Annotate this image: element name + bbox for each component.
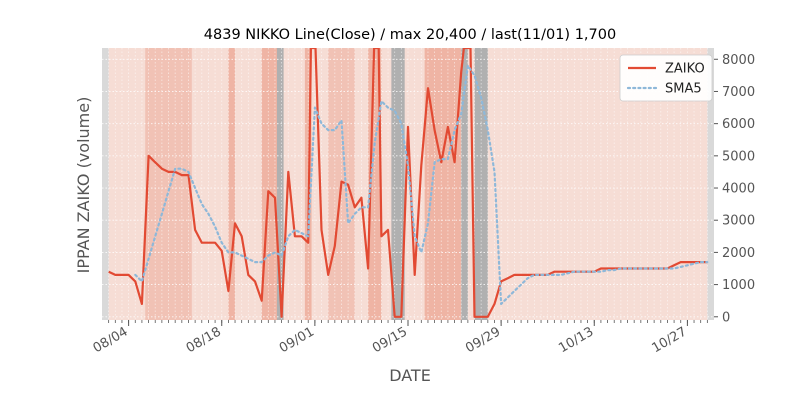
y-tick-label: 1000 — [722, 278, 755, 293]
shaded-band — [102, 48, 109, 320]
y-tick-label: 4000 — [722, 182, 755, 197]
series-layer — [108, 48, 709, 318]
shaded-band — [276, 48, 284, 320]
shaded-band — [461, 48, 468, 320]
y-tick-label: 0 — [722, 310, 730, 325]
series-line-sma5 — [134, 64, 709, 305]
shaded-band — [145, 48, 192, 320]
y-tick-label: 5000 — [722, 149, 755, 164]
y-axis: 0 1000 2000 3000 4000 5000 6000 7000 8000 — [714, 53, 755, 325]
y-tick-label: 7000 — [722, 85, 755, 100]
y-axis-label: IPPAN ZAIKO (volume) — [74, 97, 93, 274]
x-axis-label: DATE — [389, 366, 431, 385]
shaded-band — [424, 48, 462, 320]
y-tick-label: 6000 — [722, 117, 755, 132]
chart-title: 4839 NIKKO Line(Close) / max 20,400 / la… — [204, 27, 616, 43]
series-line-zaiko — [108, 48, 708, 318]
plot-background — [102, 48, 714, 320]
shaded-band — [707, 48, 714, 320]
legend-label-sma5: SMA5 — [665, 82, 702, 97]
y-tick-label: 3000 — [722, 214, 755, 229]
grid — [102, 48, 714, 320]
legend-box — [619, 54, 713, 102]
shaded-band — [228, 48, 236, 320]
y-tick-label: 8000 — [722, 53, 755, 68]
y-tick-label: 2000 — [722, 246, 755, 261]
plot-area — [102, 48, 714, 320]
legend-label-zaiko: ZAIKO — [665, 62, 705, 77]
legend: ZAIKO SMA5 — [619, 54, 713, 102]
